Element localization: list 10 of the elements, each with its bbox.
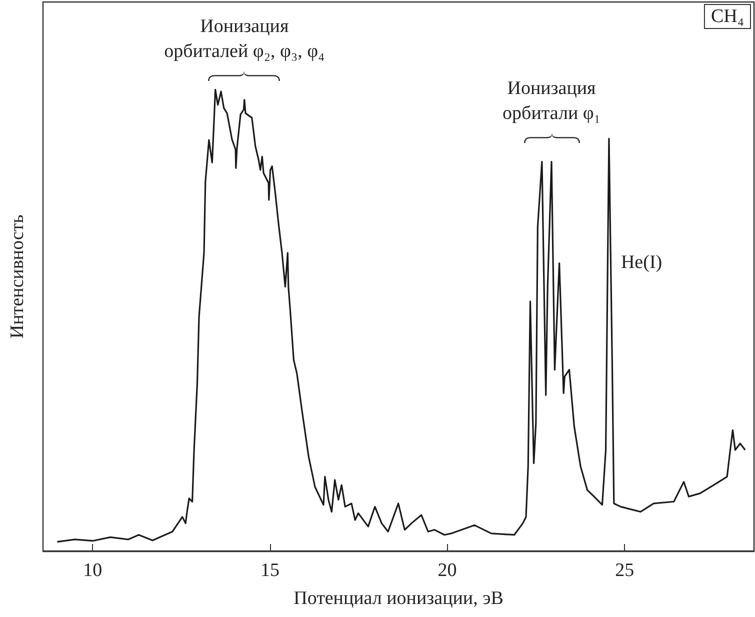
text: CH₄ <box>710 6 744 27</box>
annotation: Ионизация орбитали φ₁ <box>476 76 627 126</box>
x-tick-label: 15 <box>260 560 280 581</box>
annotation: He(I) <box>620 252 662 273</box>
x-tick-label: 10 <box>83 560 102 581</box>
x-axis-title: Потенциал ионизации, эВ <box>294 588 504 609</box>
annotation: Ионизация орбиталей φ₂, φ₃, φ₄ <box>156 14 332 64</box>
y-axis-title: Интенсивность <box>7 214 28 338</box>
x-tick-label: 20 <box>438 560 457 581</box>
x-tick-label: 25 <box>615 560 634 581</box>
